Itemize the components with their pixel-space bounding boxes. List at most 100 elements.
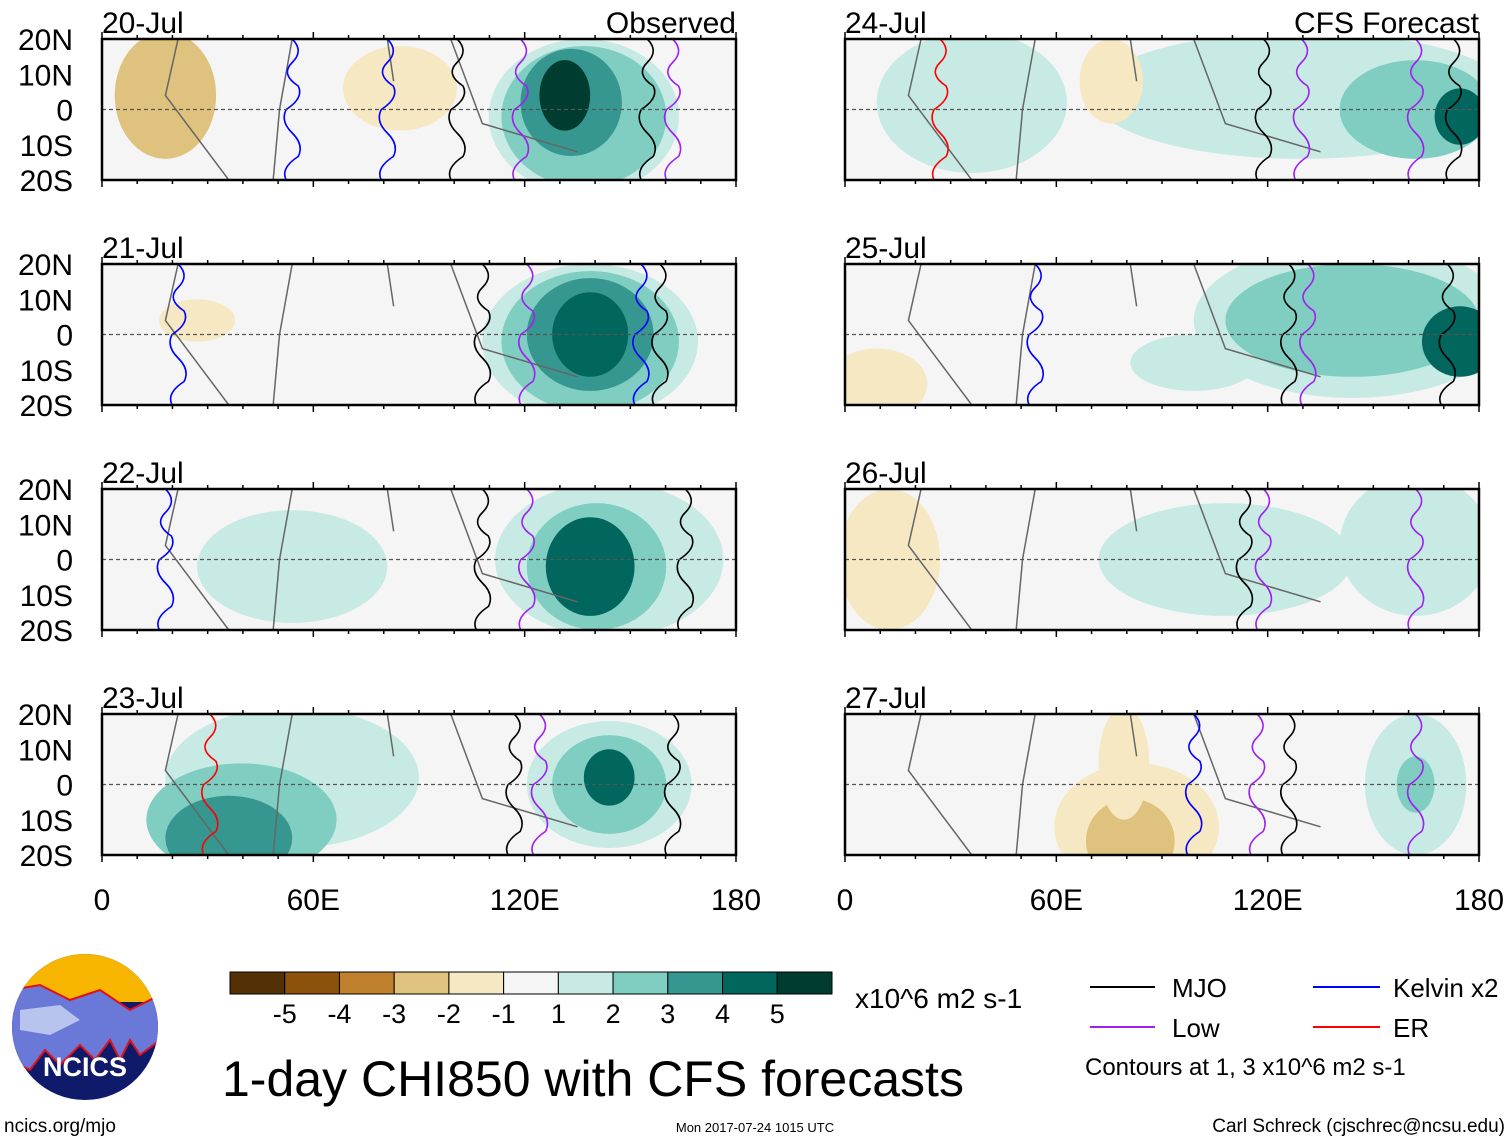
map-panel-25-jul: 25-Jul	[843, 232, 1481, 412]
lon-label: 120E	[490, 884, 560, 917]
lat-label: 20N	[18, 24, 73, 57]
lat-label: 0	[56, 545, 73, 578]
wave-contour	[518, 489, 536, 630]
wave-contour	[663, 39, 682, 180]
panel-source-label: Observed	[606, 7, 736, 40]
wave-contour	[518, 264, 536, 405]
chi850-shading	[539, 60, 591, 131]
colorbar-units: x10^6 m2 s-1	[855, 983, 1022, 1014]
lat-label: 20S	[20, 165, 73, 198]
wave-contour	[1406, 39, 1425, 180]
wave-contour	[1254, 489, 1273, 630]
colorbar-tick: -2	[437, 999, 461, 1029]
chi850-shading	[876, 39, 1067, 173]
wave-contour	[931, 39, 949, 180]
panel-date: 25-Jul	[845, 232, 927, 265]
lat-label: 10N	[18, 284, 73, 317]
panel-date: 22-Jul	[102, 457, 184, 490]
colorbar-swatch	[722, 971, 778, 995]
panel-content	[102, 714, 736, 855]
wave-contour	[530, 714, 549, 855]
legend-label-mjo: MJO	[1172, 973, 1227, 1003]
logo-text: NCICS	[43, 1052, 127, 1082]
legend: MJO Kelvin x2 Low ER Contours at 1, 3 x1…	[1085, 973, 1499, 1081]
chi850-shading	[197, 510, 388, 623]
chi850-shading	[1421, 306, 1479, 377]
chi850-shading	[1079, 39, 1143, 124]
panel-date: 26-Jul	[845, 457, 927, 490]
colorbar-swatch	[776, 971, 833, 995]
lon-label: 0	[94, 884, 111, 917]
chi850-shading	[159, 299, 236, 342]
wave-contour	[448, 39, 466, 180]
lat-label: 10N	[18, 59, 73, 92]
panel-content	[845, 714, 1479, 855]
colorbar-tick: -4	[327, 999, 351, 1029]
lat-label: 20S	[20, 840, 73, 873]
colorbar-swatch	[667, 971, 724, 995]
lat-label: 20S	[20, 615, 73, 648]
wave-contour	[1184, 714, 1203, 855]
lat-label: 10N	[18, 734, 73, 767]
colorbar-tick: -3	[382, 999, 406, 1029]
colorbar-swatch	[393, 971, 450, 995]
lat-label: 10S	[20, 130, 73, 163]
colorbar-tick: 5	[770, 999, 785, 1029]
panel-content	[102, 489, 736, 630]
lon-label: 180	[711, 884, 761, 917]
colorbar: -5 -4 -3 -2 -1 1 2 3 4 5	[229, 971, 833, 1029]
chi850-shading	[1225, 264, 1479, 377]
chi850-shading	[552, 292, 629, 377]
lon-label: 60E	[287, 884, 340, 917]
ncics-logo: NCICS	[12, 954, 158, 1100]
colorbar-tick: 1	[551, 999, 566, 1029]
footer-url[interactable]: ncics.org/mjo	[4, 1116, 116, 1137]
map-panel-20-jul: 20-Jul Observed	[100, 7, 738, 187]
map-panel-26-jul: 26-Jul	[843, 457, 1481, 637]
map-panel-23-jul: 23-Jul	[100, 682, 738, 862]
colorbar-swatch	[448, 971, 505, 995]
panel-date: 20-Jul	[102, 7, 184, 40]
colorbar-tick: 2	[606, 999, 621, 1029]
chi850-shading	[845, 489, 941, 630]
colorbar-tick: 4	[715, 999, 730, 1029]
colorbar-tick: -5	[273, 999, 297, 1029]
figure-title: 1-day CHI850 with CFS forecasts	[222, 1051, 964, 1107]
wave-contour	[1254, 39, 1273, 180]
wave-contour	[378, 39, 397, 180]
colorbar-swatch	[284, 971, 340, 995]
lon-label: 0	[837, 884, 854, 917]
panel-content	[102, 39, 736, 180]
lat-label: 10S	[20, 355, 73, 388]
lat-label: 20S	[20, 390, 73, 423]
footer-credit: Carl Schreck (cjschrec@ncsu.edu)	[1212, 1116, 1505, 1137]
panel-content	[845, 489, 1479, 630]
map-panel-21-jul: 21-Jul	[100, 232, 738, 412]
lat-label: 10S	[20, 805, 73, 838]
chi850-shading	[583, 749, 635, 806]
wave-contour	[663, 714, 682, 855]
lat-label: 0	[56, 770, 73, 803]
legend-note: Contours at 1, 3 x10^6 m2 s-1	[1085, 1054, 1406, 1081]
panel-content	[845, 39, 1479, 180]
wave-contour	[511, 39, 530, 180]
map-panel-27-jul: 27-Jul	[843, 682, 1481, 862]
map-panels: 20-Jul Observed 21-Jul 22-Jul 23-Jul 24-Jul CF…	[100, 7, 1481, 862]
map-panel-24-jul: 24-Jul CFS Forecast	[843, 7, 1481, 187]
footer-timestamp: Mon 2017-07-24 1015 UTC	[676, 1120, 834, 1135]
lon-label: 180	[1454, 884, 1504, 917]
axis-labels: 20N10N010S20S20N10N010S20S20N10N010S20S2…	[18, 24, 1504, 917]
wave-contour	[1406, 489, 1425, 630]
colorbar-swatch	[503, 971, 559, 995]
legend-label-low: Low	[1172, 1013, 1220, 1043]
chi850-shading	[545, 517, 635, 616]
lat-label: 0	[56, 320, 73, 353]
panel-date: 24-Jul	[845, 7, 927, 40]
colorbar-tick: -1	[492, 999, 516, 1029]
lat-label: 0	[56, 95, 73, 128]
panel-date: 21-Jul	[102, 232, 184, 265]
lat-label: 10S	[20, 580, 73, 613]
panel-content	[845, 264, 1479, 405]
wave-contour	[1406, 714, 1425, 855]
colorbar-tick: 3	[660, 999, 675, 1029]
